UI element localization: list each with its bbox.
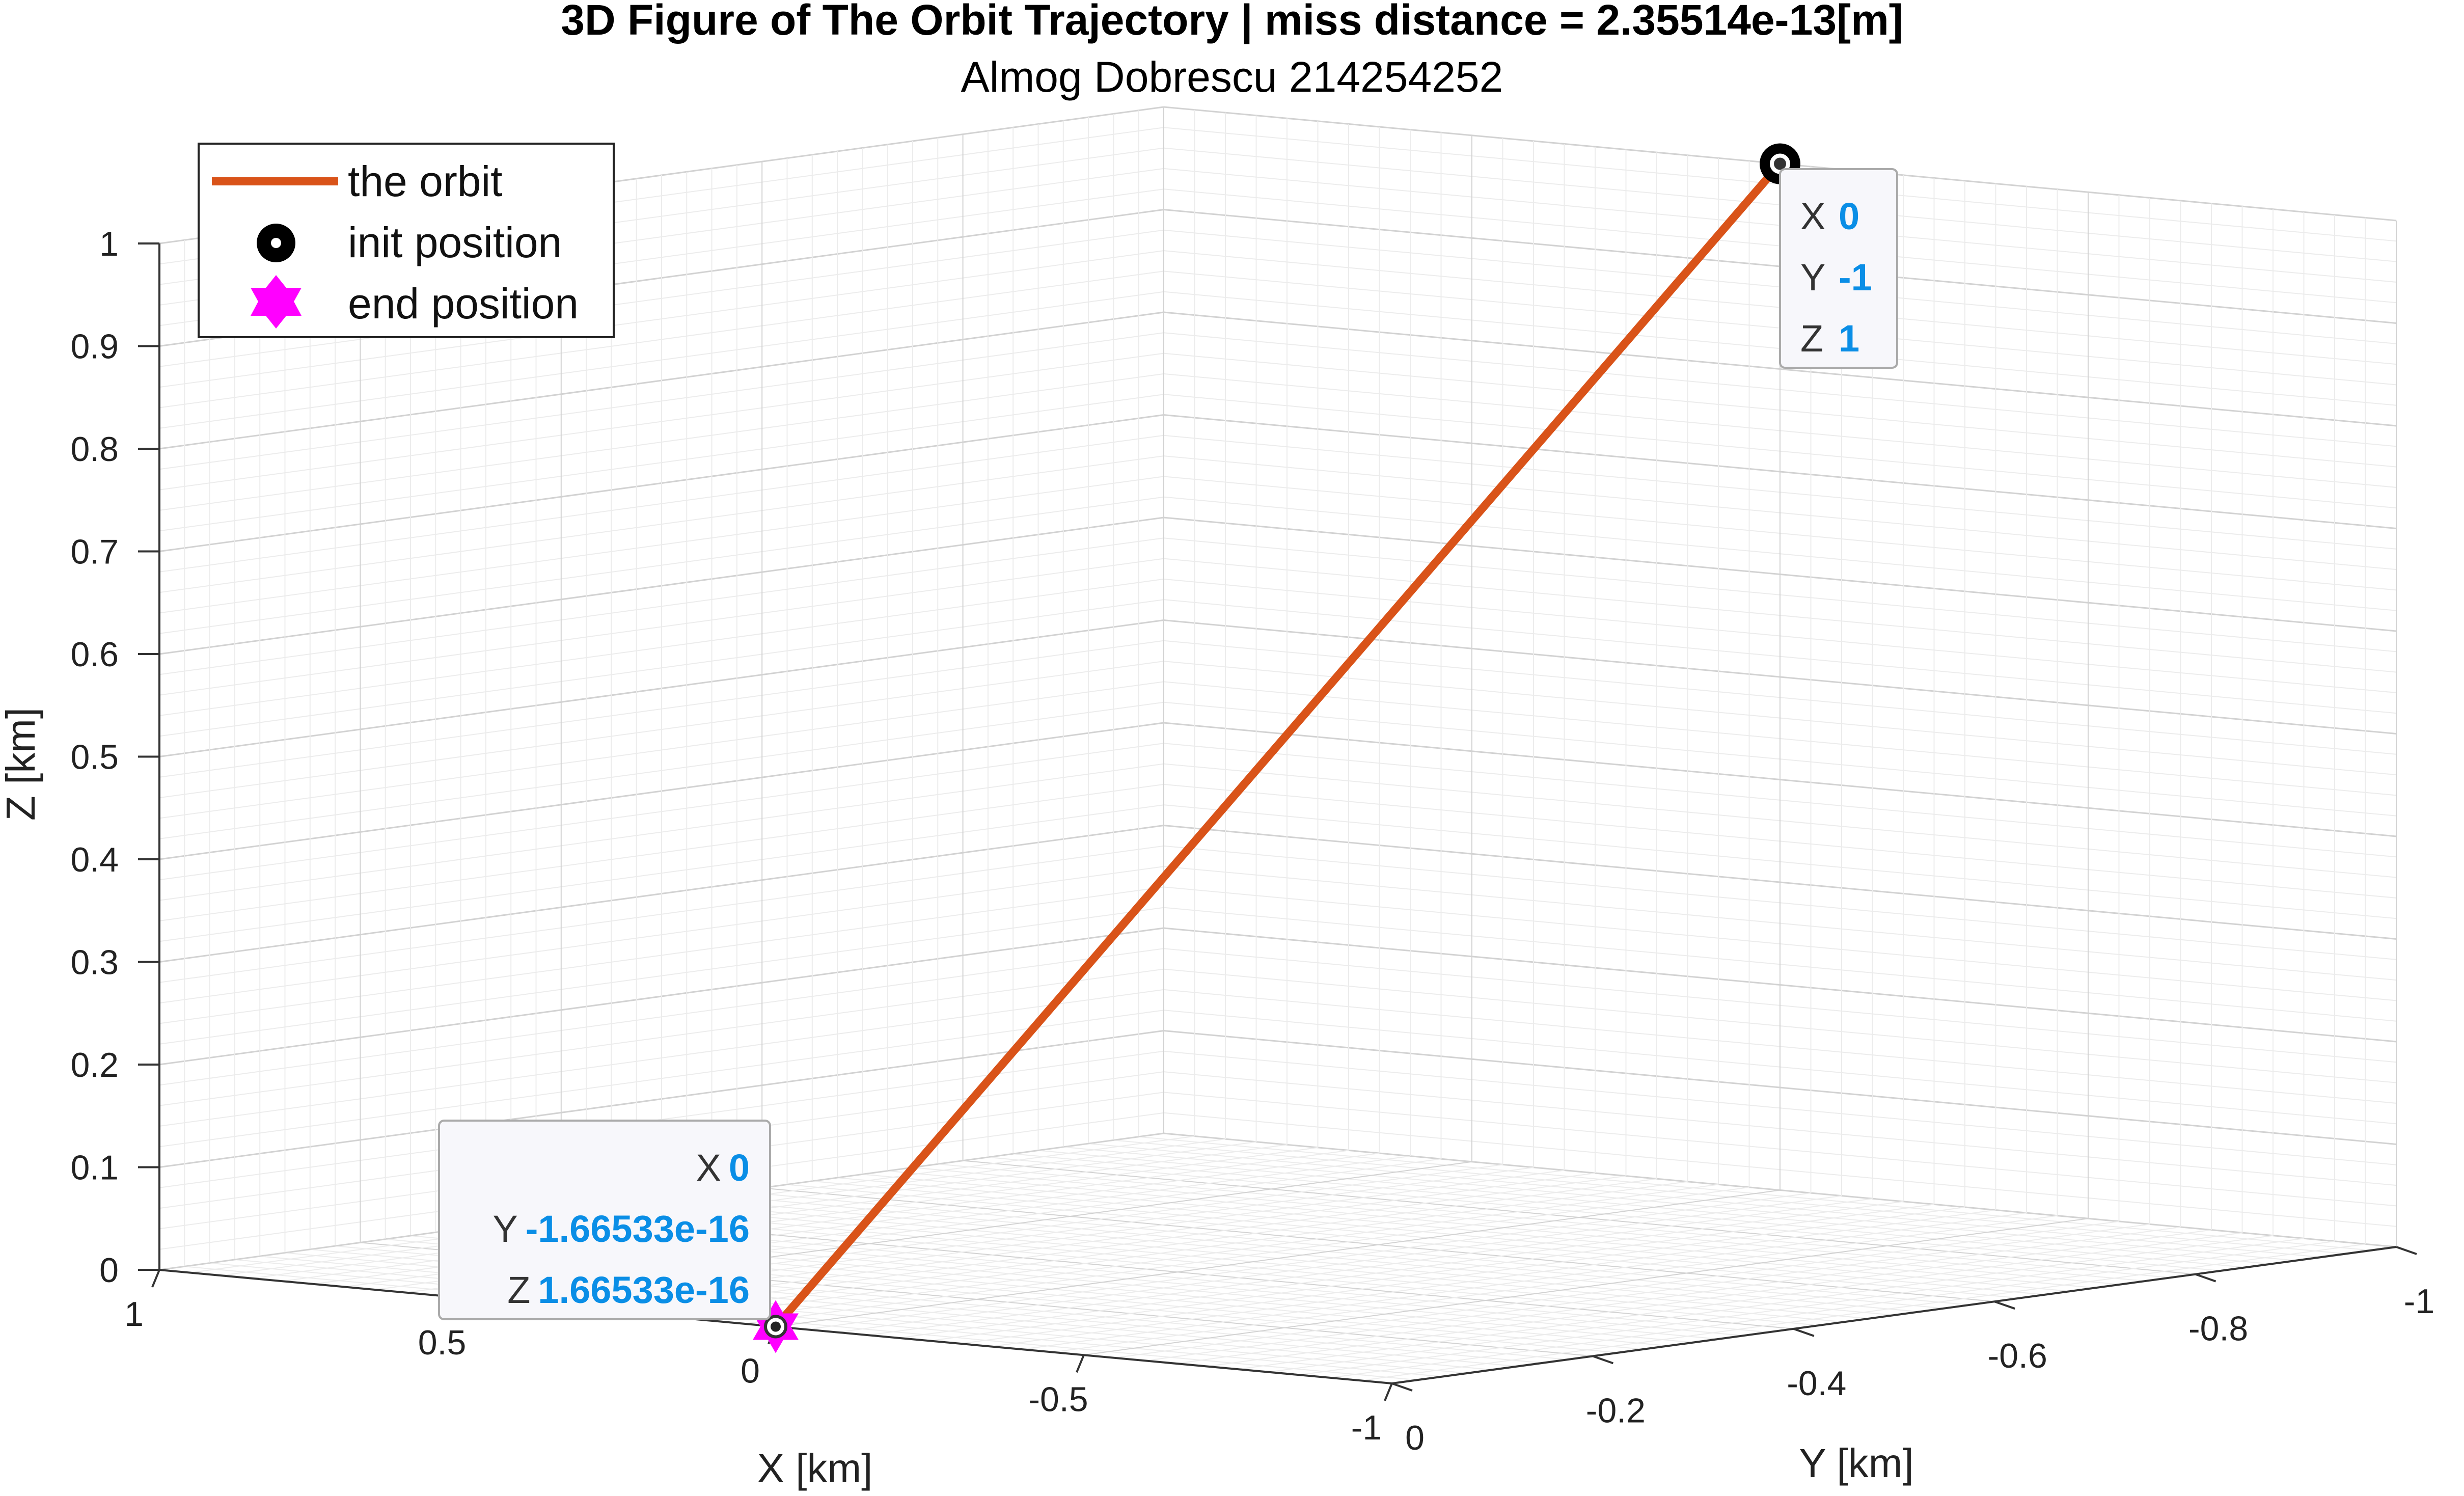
grid-line: [898, 1201, 1904, 1339]
datatip-value: 1.66533e-16: [538, 1269, 750, 1311]
legend-init-marker-dot-icon: [271, 238, 281, 248]
x-tick-label: 1: [124, 1295, 144, 1334]
datatip-value: 0: [729, 1147, 750, 1189]
grid-line: [868, 1198, 1873, 1336]
y-tick: [1793, 1327, 1815, 1337]
legend-label-end: end position: [348, 280, 579, 328]
init-datatip-anchor-dot: [1774, 157, 1786, 170]
z-tick-label: 0.1: [70, 1149, 119, 1187]
grid-line: [1022, 1212, 2027, 1350]
y-axis-line: [1391, 1246, 2397, 1384]
grid-line: [837, 1195, 1842, 1333]
grid-line: [714, 1184, 1719, 1322]
z-tick-label: 0.4: [70, 840, 119, 879]
datatip-value: 1: [1839, 317, 1859, 360]
y-tick: [1592, 1355, 1614, 1365]
grid-line: [775, 1189, 1781, 1327]
grid-line: [1114, 1220, 2119, 1358]
datatip-value: -1: [1839, 256, 1872, 298]
orbit-line: [772, 159, 1784, 1331]
x-tick-label: -0.5: [1028, 1380, 1088, 1419]
x-tick-label: 0.5: [418, 1323, 467, 1362]
datatip-value: -1.66533e-16: [526, 1208, 750, 1250]
grid-line: [1083, 1218, 2089, 1356]
x-tick: [151, 1269, 160, 1288]
datatip-end-box: [438, 1120, 771, 1320]
z-tick-label: 0.7: [70, 533, 119, 572]
z-tick-label: 0: [99, 1251, 119, 1290]
y-tick-label: -0.8: [2188, 1310, 2248, 1348]
x-axis-label: X [km]: [757, 1446, 873, 1491]
z-tick-label: 0.8: [70, 430, 119, 469]
y-tick: [2195, 1273, 2216, 1283]
y-tick-label: -0.4: [1787, 1364, 1846, 1403]
grid-line: [1176, 1226, 2181, 1364]
y-tick-label: -0.2: [1586, 1391, 1646, 1430]
datatip-key: Z: [507, 1269, 530, 1311]
x-tick-label: 0: [741, 1352, 760, 1391]
datatip-key: X: [1800, 195, 1825, 237]
grid-line: [621, 1175, 1626, 1313]
end-datatip-anchor-dot: [771, 1321, 781, 1332]
y-tick: [1391, 1382, 1413, 1392]
y-tick-label: 0: [1405, 1419, 1425, 1457]
grid-line: [745, 1186, 1749, 1324]
legend-end-star-icon: [251, 275, 302, 329]
y-tick-label: -0.6: [1988, 1337, 2047, 1375]
z-axis-label: Z [km]: [0, 708, 43, 821]
z-tick-label: 0.2: [70, 1046, 119, 1084]
legend: the orbit init position end position: [198, 143, 615, 338]
grid-line: [1053, 1215, 2058, 1353]
grid-line: [1268, 1235, 2274, 1373]
y-tick: [2396, 1246, 2417, 1255]
y-tick-label: -1: [2404, 1282, 2434, 1321]
x-tick-label: -1: [1351, 1408, 1382, 1447]
grid-line: [929, 1204, 1934, 1342]
grid-line: [1299, 1238, 2304, 1376]
datatip-key: Z: [1800, 317, 1823, 360]
datatip-end[interactable]: 0X -1.66533e-16Y 1.66533e-16Z: [438, 1120, 771, 1320]
x-tick: [1384, 1383, 1393, 1401]
z-tick-label: 0.3: [70, 943, 119, 982]
plot-area: [753, 143, 1800, 1353]
datatip-value: 0: [1839, 195, 1859, 237]
datatip-key: Y: [1800, 256, 1825, 298]
chart-title: 3D Figure of The Orbit Trajectory | miss…: [561, 0, 1903, 44]
grid-line: [1238, 1232, 2242, 1370]
grid-line: [282, 1144, 1288, 1282]
x-tick: [1076, 1354, 1085, 1373]
chart-subtitle: Almog Dobrescu 214254252: [961, 53, 1503, 101]
grid-line: [991, 1209, 1996, 1347]
datatip-init-box: [1779, 168, 1898, 369]
tick-labels: 0 0.1 0.2 0.3 0.4 0.5 0.6 0.7 0.8 0.9 1 1 0.5 0 -0.5 -1…: [70, 225, 2434, 1457]
y-tick: [1994, 1300, 2015, 1310]
grid-line: [960, 1206, 1965, 1344]
grid-line: [1207, 1229, 2212, 1367]
datatip-key: X: [696, 1147, 721, 1189]
grid-line: [683, 1181, 1688, 1319]
grid-line: [1330, 1240, 2335, 1378]
legend-label-orbit: the orbit: [348, 157, 503, 205]
z-tick-label: 0.6: [70, 635, 119, 674]
z-tick-label: 0.9: [70, 328, 119, 366]
grid-line: [806, 1192, 1811, 1330]
grid-line: [1361, 1243, 2366, 1381]
grid-line: [1145, 1223, 2150, 1362]
z-tick-label: 0.5: [70, 738, 119, 777]
grid-line: [652, 1178, 1657, 1316]
datatip-key: Y: [492, 1208, 517, 1250]
datatip-init[interactable]: X 0Y -1 Z 1: [1779, 168, 1898, 369]
z-tick-label: 1: [99, 225, 119, 263]
legend-label-init: init position: [348, 219, 562, 266]
y-axis-label: Y [km]: [1799, 1440, 1913, 1486]
